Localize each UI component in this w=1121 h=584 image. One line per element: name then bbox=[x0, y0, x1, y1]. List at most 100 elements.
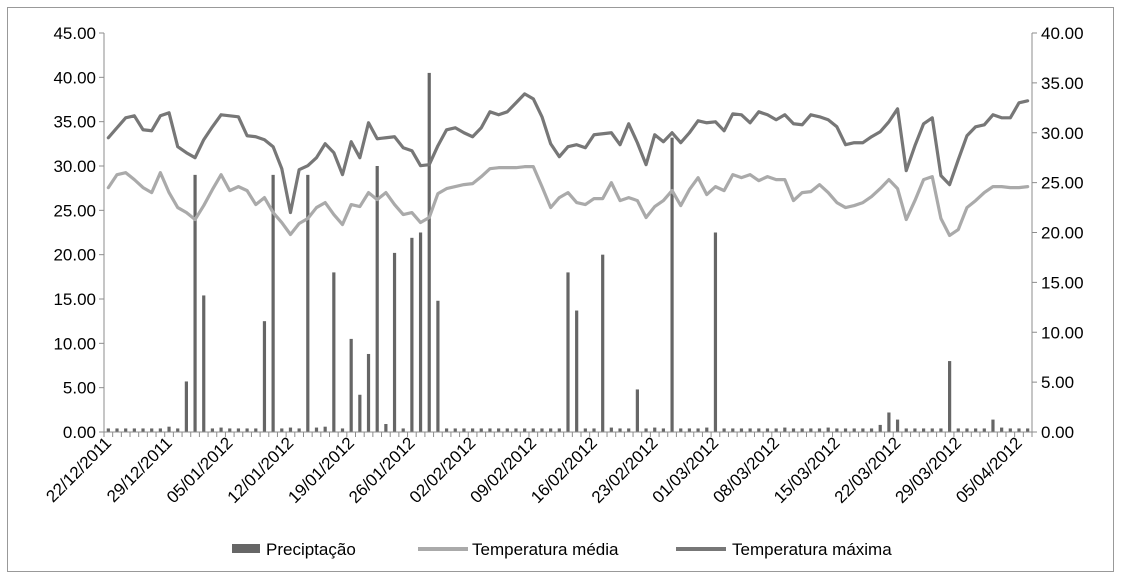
precipitation-bar bbox=[557, 428, 561, 432]
precipitation-bar bbox=[193, 174, 197, 432]
left-y-tick-label: 0.00 bbox=[63, 423, 96, 442]
precipitation-bar bbox=[453, 428, 457, 432]
precipitation-bar bbox=[1008, 428, 1012, 432]
precipitation-bar bbox=[904, 428, 908, 432]
chart-border bbox=[7, 7, 1114, 572]
right-y-tick-label: 5.00 bbox=[1041, 373, 1074, 392]
precipitation-bar bbox=[471, 428, 475, 432]
right-y-tick-label: 30.00 bbox=[1041, 124, 1084, 143]
precipitation-bar bbox=[124, 428, 128, 432]
precipitation-bar bbox=[184, 381, 188, 432]
precipitation-bar bbox=[280, 428, 284, 432]
max-temperature-line bbox=[106, 92, 1030, 215]
legend-label: Temperatura máxima bbox=[732, 540, 892, 559]
precipitation-bar bbox=[202, 295, 206, 432]
precipitation-bar bbox=[392, 252, 397, 432]
precipitation-bar bbox=[497, 428, 501, 432]
precipitation-bar bbox=[670, 137, 674, 432]
precipitation-bar bbox=[236, 428, 241, 432]
precipitation-bar bbox=[288, 427, 293, 432]
legend-label: Preciptação bbox=[266, 540, 356, 559]
precipitation-bar bbox=[340, 428, 345, 432]
precipitation-bar bbox=[644, 428, 648, 432]
legend-swatch-precipitation bbox=[232, 544, 260, 553]
mean-temperature-line bbox=[106, 165, 1030, 238]
precipitation-bar bbox=[523, 428, 527, 432]
left-y-tick-label: 40.00 bbox=[53, 68, 96, 87]
precipitation-bar bbox=[939, 428, 943, 432]
left-y-tick-label: 15.00 bbox=[53, 290, 96, 309]
precipitation-bar bbox=[427, 72, 431, 433]
precipitation-bar bbox=[852, 428, 856, 432]
precipitation-bar bbox=[297, 428, 301, 432]
precipitation-bar bbox=[627, 428, 631, 432]
precipitation-bar bbox=[722, 428, 726, 432]
precipitation-bar bbox=[401, 428, 405, 432]
precipitation-bar bbox=[826, 427, 830, 432]
precipitation-bars bbox=[106, 72, 1030, 433]
precipitation-bar bbox=[843, 428, 848, 432]
precipitation-bar bbox=[141, 428, 145, 432]
precipitation-bar bbox=[869, 428, 874, 432]
precipitation-bar bbox=[410, 237, 414, 432]
precipitation-bar bbox=[974, 428, 978, 432]
temperature-lines bbox=[106, 92, 1030, 238]
precipitation-bar bbox=[462, 428, 466, 432]
precipitation-bar bbox=[271, 174, 275, 432]
left-y-tick-label: 25.00 bbox=[53, 201, 96, 220]
precipitation-bar bbox=[739, 428, 744, 432]
axes: 0.00 5.00 10.00 15.00 20.00 25.00 30.00 35.00 40… bbox=[53, 24, 1083, 442]
precipitation-bar bbox=[228, 428, 232, 432]
precipitation-bar bbox=[583, 428, 587, 432]
precipitation-bar bbox=[384, 424, 388, 432]
precipitation-bar bbox=[1000, 427, 1004, 432]
precipitation-bar bbox=[774, 428, 778, 432]
precipitation-bar bbox=[748, 428, 752, 432]
precipitation-bar bbox=[705, 427, 709, 432]
precipitation-bar bbox=[488, 428, 492, 432]
precipitation-bar bbox=[375, 166, 379, 432]
precipitation-bar bbox=[167, 426, 171, 432]
precipitation-bar bbox=[679, 428, 683, 432]
precipitation-bar bbox=[254, 428, 258, 432]
precipitation-bar bbox=[653, 427, 657, 432]
precipitation-bar bbox=[887, 412, 891, 432]
precipitation-bar bbox=[115, 428, 119, 432]
precipitation-bar bbox=[314, 427, 319, 432]
precipitation-bar bbox=[505, 428, 509, 432]
precipitation-bar bbox=[696, 428, 700, 432]
right-y-tick-label: 35.00 bbox=[1041, 74, 1084, 93]
left-y-tick-label: 5.00 bbox=[63, 379, 96, 398]
precipitation-bar bbox=[895, 419, 900, 432]
precipitation-bar bbox=[783, 427, 787, 432]
precipitation-bar bbox=[514, 428, 518, 432]
precipitation-bar bbox=[358, 394, 362, 432]
precipitation-bar bbox=[549, 428, 553, 432]
precipitation-bar bbox=[210, 428, 215, 432]
right-y-tick-label: 15.00 bbox=[1041, 273, 1084, 292]
precipitation-bar bbox=[878, 424, 882, 432]
precipitation-bar bbox=[592, 428, 596, 432]
precipitation-bar bbox=[418, 232, 423, 432]
left-y-tick-label: 45.00 bbox=[53, 24, 96, 43]
precipitation-bar bbox=[861, 428, 865, 432]
precipitation-bar bbox=[1026, 428, 1030, 432]
precipitation-bar bbox=[176, 428, 180, 432]
precipitation-bar bbox=[306, 174, 310, 432]
precipitation-bar bbox=[635, 389, 639, 432]
precipitation-bar bbox=[800, 428, 804, 432]
precipitation-bar bbox=[219, 427, 223, 432]
right-y-tick-label: 40.00 bbox=[1041, 24, 1084, 43]
precipitation-bar bbox=[835, 428, 839, 432]
precipitation-bar bbox=[948, 361, 952, 432]
precipitation-bar bbox=[731, 428, 735, 432]
legend-label: Temperatura média bbox=[472, 540, 619, 559]
right-y-tick-label: 20.00 bbox=[1041, 224, 1084, 243]
left-y-tick-label: 20.00 bbox=[53, 246, 96, 265]
right-y-tick-label: 25.00 bbox=[1041, 174, 1084, 193]
precipitation-bar bbox=[982, 428, 986, 432]
precipitation-bar bbox=[566, 272, 570, 432]
precipitation-bar bbox=[323, 426, 327, 432]
precipitation-bar bbox=[245, 428, 249, 432]
right-y-tick-label: 0.00 bbox=[1041, 423, 1074, 442]
